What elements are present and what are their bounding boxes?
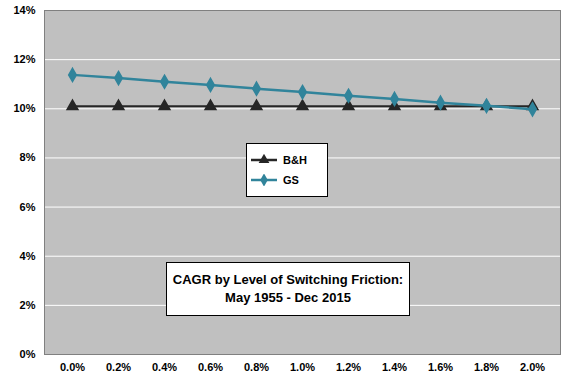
svg-text:6%: 6% bbox=[20, 201, 36, 213]
svg-text:1.6%: 1.6% bbox=[428, 361, 453, 373]
svg-text:14%: 14% bbox=[13, 4, 35, 16]
svg-text:12%: 12% bbox=[13, 53, 35, 65]
svg-text:1.0%: 1.0% bbox=[290, 361, 315, 373]
svg-text:1.8%: 1.8% bbox=[474, 361, 499, 373]
svg-text:2%: 2% bbox=[20, 299, 36, 311]
html-text:CAGR by Level of Switching Fri: CAGR by Level of Switching Friction: May… bbox=[172, 272, 404, 305]
svg-text:0.8%: 0.8% bbox=[244, 361, 269, 373]
svg-text:0.2%: 0.2% bbox=[106, 361, 131, 373]
html-text:GS: GS bbox=[283, 174, 299, 186]
svg-text:8%: 8% bbox=[20, 151, 36, 163]
svg-text:0.0%: 0.0% bbox=[60, 361, 85, 373]
svg-text:1.2%: 1.2% bbox=[336, 361, 361, 373]
svg-text:4%: 4% bbox=[20, 250, 36, 262]
svg-text:2.0%: 2.0% bbox=[520, 361, 545, 373]
svg-text:0.6%: 0.6% bbox=[198, 361, 223, 373]
svg-text:10%: 10% bbox=[13, 102, 35, 114]
html-text:B&H: B&H bbox=[283, 154, 307, 166]
svg-text:1.4%: 1.4% bbox=[382, 361, 407, 373]
svg-text:0.4%: 0.4% bbox=[152, 361, 177, 373]
svg-text:0%: 0% bbox=[20, 348, 36, 360]
